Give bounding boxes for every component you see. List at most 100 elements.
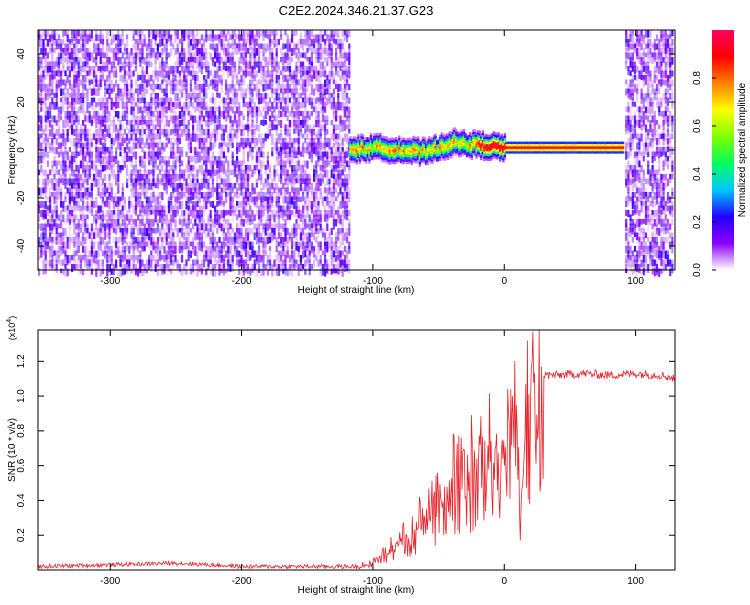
spectrogram-cell bbox=[319, 39, 322, 45]
spectrogram-cell bbox=[205, 156, 208, 163]
spectrogram-cell bbox=[277, 102, 280, 107]
spectrogram-cell bbox=[291, 192, 294, 199]
spectrogram-cell bbox=[139, 264, 142, 271]
spectrogram-cell bbox=[68, 138, 71, 144]
spectrogram-cell bbox=[150, 232, 153, 238]
spectrogram-cell bbox=[194, 214, 197, 223]
spectrogram-cell bbox=[244, 232, 247, 241]
spectrogram-cell bbox=[128, 255, 131, 263]
spectrogram-cell bbox=[231, 151, 234, 158]
spectrogram-cell bbox=[343, 196, 346, 204]
spectrogram-cell bbox=[165, 93, 168, 98]
spectrogram-cell bbox=[339, 48, 342, 53]
spectrogram-cell bbox=[249, 102, 252, 108]
spectrogram-cell bbox=[348, 52, 351, 59]
spectrogram-cell bbox=[286, 187, 289, 195]
spectrogram-cell bbox=[332, 196, 335, 205]
spectrogram-cell bbox=[40, 61, 43, 69]
spectrogram-cell bbox=[181, 30, 184, 38]
spectrogram-cell bbox=[181, 183, 184, 191]
spectrogram-cell bbox=[181, 169, 184, 178]
spectrogram-cell bbox=[99, 34, 102, 40]
spectrogram-cell bbox=[220, 160, 223, 166]
spectrogram-cell bbox=[229, 237, 232, 246]
spectrogram-cell bbox=[240, 169, 243, 175]
spectrogram-cell bbox=[161, 178, 164, 186]
spectrogram-cell bbox=[343, 133, 346, 142]
spectrogram-cell bbox=[214, 84, 217, 91]
spectrogram-cell bbox=[271, 39, 274, 45]
spectrogram-cell bbox=[260, 133, 263, 142]
spectrogram-cell bbox=[101, 156, 104, 165]
spectrogram-cell bbox=[269, 106, 272, 112]
spectrogram-cell bbox=[332, 219, 335, 225]
spectrogram-cell bbox=[121, 133, 124, 140]
spectrogram-cell bbox=[288, 57, 291, 65]
spectrogram-cell bbox=[42, 201, 45, 208]
spectrogram-cell bbox=[44, 133, 47, 142]
spectrogram-cell bbox=[139, 241, 142, 248]
spectrogram-cell bbox=[262, 93, 265, 101]
spectrogram-cell bbox=[315, 115, 318, 121]
spectrogram-cell bbox=[95, 196, 98, 202]
spectrogram-cell bbox=[293, 124, 296, 133]
spectrogram-cell bbox=[328, 93, 331, 102]
spectrogram-cell bbox=[310, 264, 313, 270]
spectrogram-cell bbox=[187, 106, 190, 115]
spectrogram-cell bbox=[132, 241, 135, 249]
spectrogram-cell bbox=[145, 106, 148, 112]
spectrogram-cell bbox=[75, 52, 78, 61]
spectrogram-cell bbox=[132, 106, 135, 115]
spectrogram-cell bbox=[291, 187, 294, 193]
spectrogram-cell bbox=[315, 223, 318, 232]
spectrogram-cell bbox=[321, 115, 324, 122]
spectrogram-cell bbox=[288, 237, 291, 243]
spectrogram-cell bbox=[110, 61, 113, 68]
spectrogram-cell bbox=[55, 183, 58, 188]
spectrogram-cell bbox=[280, 259, 283, 266]
spectrogram-cell bbox=[299, 84, 302, 91]
spectrogram-cell bbox=[53, 75, 56, 80]
spectrogram-cell bbox=[304, 93, 307, 99]
spectrogram-cell bbox=[84, 214, 87, 220]
spectrogram-cell bbox=[132, 57, 135, 65]
spectrogram-cell bbox=[297, 138, 300, 145]
spectrogram-cell bbox=[341, 259, 344, 266]
spectrogram-cell bbox=[280, 147, 283, 152]
spectrogram-cell bbox=[244, 48, 247, 54]
spectrogram-cell bbox=[40, 246, 43, 253]
spectrogram-cell bbox=[82, 79, 85, 88]
spectrogram-cell bbox=[143, 246, 146, 252]
spectrogram-cell bbox=[200, 232, 203, 240]
spectrogram-cell bbox=[163, 52, 166, 58]
spectrogram-cell bbox=[194, 246, 197, 252]
spectrogram-cell bbox=[308, 39, 311, 47]
spectrogram-cell bbox=[205, 268, 208, 276]
spectrogram-cell bbox=[337, 264, 340, 269]
spectrogram-cell bbox=[271, 228, 274, 233]
spectrogram-cell bbox=[62, 165, 65, 171]
spectrogram-cell bbox=[214, 246, 217, 252]
spectrogram-cell bbox=[121, 192, 124, 201]
spectrogram-cell bbox=[161, 84, 164, 92]
spectrogram-cell bbox=[71, 255, 74, 261]
spectrogram-cell bbox=[117, 57, 120, 66]
spectrogram-cell bbox=[73, 214, 76, 223]
spectrogram-cell bbox=[328, 48, 331, 56]
spectrogram-cell bbox=[310, 142, 313, 150]
spectrogram-cell bbox=[286, 43, 289, 52]
spectrogram-cell bbox=[284, 219, 287, 225]
spectrogram-cell bbox=[194, 219, 197, 226]
spectrogram-cell bbox=[286, 57, 289, 62]
spectrogram-cell bbox=[119, 75, 122, 82]
spectrogram-cell bbox=[97, 88, 100, 96]
spectrogram-cell bbox=[264, 79, 267, 86]
spectrogram-cell bbox=[82, 84, 85, 89]
spectrogram-cell bbox=[110, 34, 113, 40]
spectrogram-cell bbox=[44, 201, 47, 210]
spectrogram-cell bbox=[244, 250, 247, 258]
spectrogram-cell bbox=[51, 147, 54, 153]
spectrogram-cell bbox=[266, 156, 269, 163]
spectrogram-cell bbox=[238, 34, 241, 41]
spectrogram-cell bbox=[112, 52, 115, 61]
